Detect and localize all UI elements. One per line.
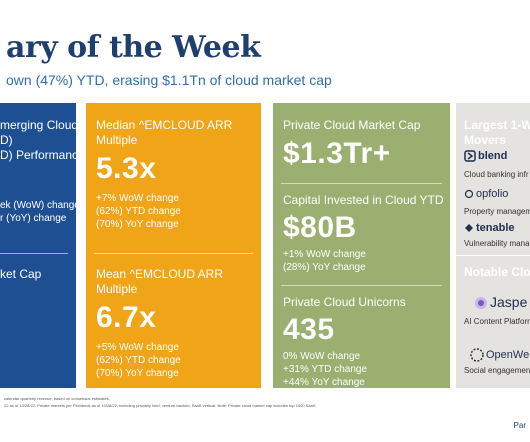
appfolio-icon (464, 189, 474, 199)
appfolio-desc: Property managem (464, 207, 530, 216)
blend-name: blend (478, 150, 508, 162)
emcloud-arr-multiple-card: Median ^EMCLOUD ARR Multiple 5.3x +7% Wo… (86, 103, 261, 388)
footnote-line-1: calendar quarterly revenue, based on con… (4, 396, 110, 401)
median-change-wow: +7% WoW change (96, 193, 179, 204)
jasper-desc: AI Content Platform (464, 317, 530, 326)
capital-change-wow: +1% WoW change (283, 249, 366, 260)
footnote-line-2: 22 as of 10/28/22. Private markets per P… (4, 403, 316, 408)
appfolio-logo: opfolio (464, 188, 508, 200)
movers-title-line-1: Largest 1-We (464, 118, 530, 132)
openweb-name: OpenWe (486, 348, 530, 361)
mean-change-wow: +5% WoW change (96, 342, 179, 353)
card3-divider-2 (281, 285, 442, 286)
notable-title: Notable Cloud (464, 265, 530, 279)
tenable-icon (465, 224, 473, 233)
card1-title-line-1: merging Cloud (0, 118, 76, 132)
openweb-icon (470, 348, 484, 362)
tenable-logo: tenable (464, 222, 515, 234)
capital-change-yoy: (28%) YoY change (283, 262, 366, 273)
capital-invested-label: Capital Invested in Cloud YTD (283, 193, 444, 207)
mean-multiple-value: 6.7x (96, 301, 157, 334)
page-subtitle: own (47%) YTD, erasing $1.1Tn of cloud m… (6, 72, 332, 88)
unicorns-change-ytd: +31% YTD change (283, 364, 368, 375)
private-market-cap-label: Private Cloud Market Cap (283, 118, 421, 132)
card1-title-line-2: D) (0, 133, 13, 147)
movers-title-line-2: Movers (464, 133, 507, 147)
card4-divider (456, 255, 530, 256)
page-title: ary of the Week (6, 30, 261, 65)
median-multiple-value: 5.3x (96, 152, 157, 185)
card2-divider (94, 253, 253, 254)
unicorns-label: Private Cloud Unicorns (283, 295, 406, 309)
card1-change-yoy: r (YoY) change (0, 213, 67, 224)
jasper-icon (475, 297, 487, 310)
openweb-logo: OpenWe (470, 348, 529, 362)
mean-multiple-label-line-1: Mean ^EMCLOUD ARR (96, 267, 223, 281)
unicorns-change-wow: 0% WoW change (283, 351, 361, 362)
unicorns-change-yoy: +44% YoY change (283, 377, 365, 388)
unicorns-value: 435 (283, 313, 335, 346)
card1-label-market-cap: ket Cap (0, 267, 42, 281)
tenable-name: tenable (476, 222, 515, 234)
private-market-cap-value: $1.3Tr+ (283, 137, 391, 170)
blend-desc: Cloud banking infr (464, 170, 529, 179)
jasper-logo: Jaspe (474, 294, 527, 310)
capital-invested-value: $80B (283, 211, 357, 244)
card1-divider (0, 253, 68, 254)
page-marker: Par (513, 421, 526, 430)
blend-logo: blend (464, 150, 507, 162)
private-cloud-card: Private Cloud Market Cap $1.3Tr+ Capital… (273, 103, 450, 388)
median-change-yoy: (70%) YoY change (96, 219, 179, 230)
median-multiple-label-line-2: Multiple (96, 133, 138, 147)
blend-icon (464, 150, 476, 162)
mean-change-ytd: (62%) YTD change (96, 355, 181, 366)
mean-multiple-label-line-2: Multiple (96, 282, 138, 296)
movers-card: Largest 1-We Movers blend Cloud banking … (456, 103, 530, 388)
card1-change-wow: ek (WoW) change (0, 200, 76, 211)
card3-divider-1 (281, 183, 442, 184)
median-multiple-label-line-1: Median ^EMCLOUD ARR (96, 118, 233, 132)
mean-change-yoy: (70%) YoY change (96, 368, 179, 379)
openweb-desc: Social engagement (464, 366, 530, 375)
jasper-name: Jaspe (490, 294, 528, 310)
appfolio-name: opfolio (476, 188, 509, 200)
median-change-ytd: (62%) YTD change (96, 206, 181, 217)
tenable-desc: Vulnerability mana (464, 239, 530, 248)
